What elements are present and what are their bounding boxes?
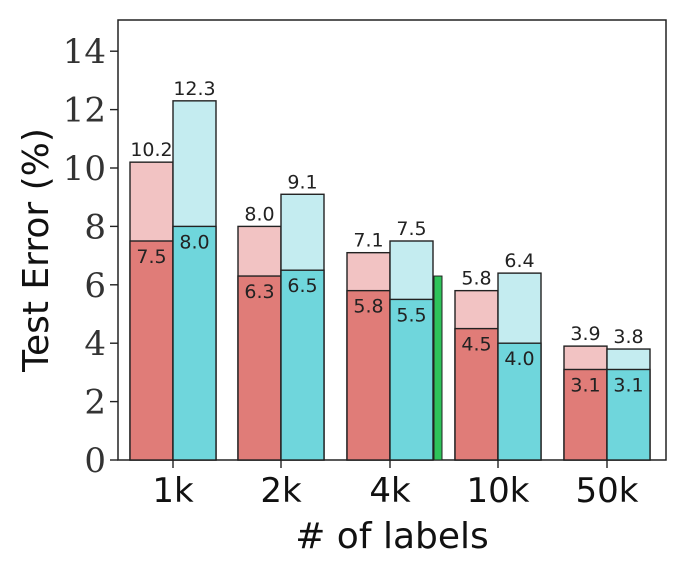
x-axis-title: # of labels xyxy=(295,516,489,557)
y-tick-label: 0 xyxy=(84,441,106,481)
data-label-inner: 7.5 xyxy=(136,246,166,268)
data-label-overall: 3.8 xyxy=(613,326,643,348)
data-label-inner: 5.5 xyxy=(396,304,426,326)
y-tick-label: 8 xyxy=(84,207,106,247)
data-label-overall: 6.4 xyxy=(504,250,534,272)
data-label-overall: 5.8 xyxy=(461,268,491,290)
x-tick-label: 50k xyxy=(576,471,639,511)
data-label-overall: 7.1 xyxy=(353,230,383,252)
x-tick-label: 1k xyxy=(152,471,194,511)
bar-inner xyxy=(129,240,174,461)
data-label-overall: 7.5 xyxy=(396,218,426,240)
bar-extra xyxy=(433,275,443,461)
bar-inner xyxy=(497,342,542,461)
data-label-inner: 6.3 xyxy=(244,281,274,303)
bar-inner xyxy=(172,225,217,461)
y-axis: 0 2 4 6 8 10 12 14 xyxy=(63,32,118,481)
data-label-overall: 9.1 xyxy=(287,171,317,193)
x-tick-label: 2k xyxy=(260,471,302,511)
data-label-inner: 4.5 xyxy=(461,334,491,356)
data-label-inner: 3.1 xyxy=(613,374,643,396)
bar-inner xyxy=(346,289,391,461)
x-axis: 1k 2k 4k 10k 50k xyxy=(152,460,639,511)
data-label-overall: 10.2 xyxy=(130,139,172,161)
data-label-overall: 8.0 xyxy=(244,203,274,225)
y-tick-label: 10 xyxy=(63,149,106,189)
data-label-inner: 5.8 xyxy=(353,296,383,318)
bar-inner xyxy=(280,269,325,461)
data-label-inner: 3.1 xyxy=(570,374,600,396)
y-axis-title: Test Error (%) xyxy=(16,128,57,373)
bar-inner xyxy=(454,327,499,461)
data-label-overall: 3.9 xyxy=(570,323,600,345)
y-tick-label: 12 xyxy=(63,91,106,131)
y-tick-label: 4 xyxy=(84,324,106,364)
data-label-inner: 4.0 xyxy=(504,348,534,370)
y-tick-label: 14 xyxy=(63,32,106,72)
bar-inner xyxy=(563,368,608,461)
bars: 10.2 7.5 8.0 6.3 7.1 5.8 5.8 4.5 3.9 3.1 12.3 8.0 9.… xyxy=(129,78,651,461)
data-label-inner: 6.5 xyxy=(287,275,317,297)
y-tick-label: 6 xyxy=(84,266,106,306)
data-label-inner: 8.0 xyxy=(179,231,209,253)
bar-inner xyxy=(237,275,282,461)
bar-inner xyxy=(389,298,434,461)
x-tick-label: 10k xyxy=(467,471,530,511)
y-tick-label: 2 xyxy=(84,383,106,423)
x-tick-label: 4k xyxy=(369,471,411,511)
bar-inner xyxy=(606,368,651,461)
data-label-overall: 12.3 xyxy=(173,78,215,100)
